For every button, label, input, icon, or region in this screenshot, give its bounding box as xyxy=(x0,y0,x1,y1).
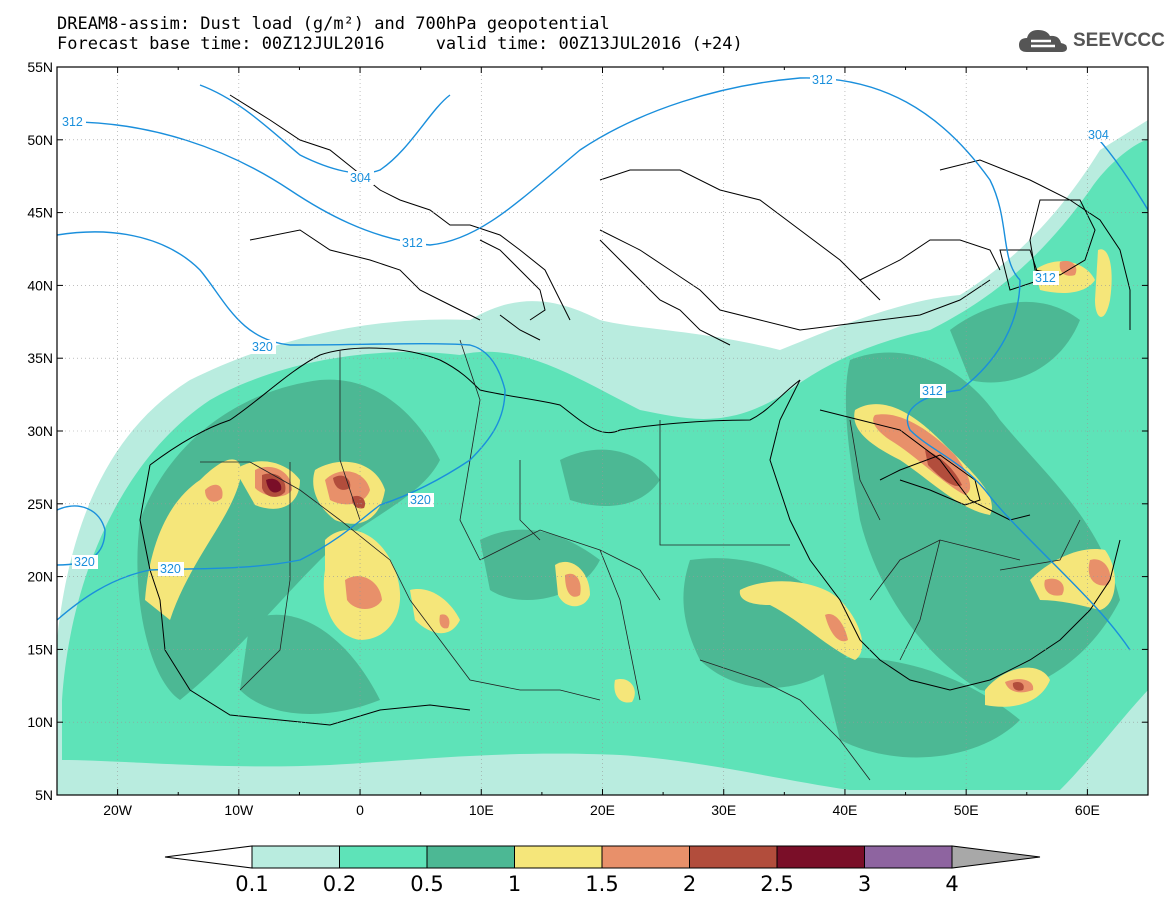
colorbar: 0.1 0.2 0.5 1 1.5 2 2.5 3 4 xyxy=(164,845,1041,896)
lat-label: 40N xyxy=(27,277,53,293)
graticule xyxy=(56,66,1149,796)
colorbar-swatch xyxy=(514,845,603,869)
lon-label: 20W xyxy=(103,802,133,818)
colorbar-tick-label: 2 xyxy=(683,872,696,896)
logo-text: SEEVCCC xyxy=(1073,30,1165,51)
colorbar-swatch xyxy=(426,845,515,869)
contour-label-312-med: 312 xyxy=(402,236,423,250)
contour-label-304-east: 304 xyxy=(1088,128,1109,142)
country-borders xyxy=(200,339,1081,781)
colorbar-tick-label: 1.5 xyxy=(585,872,618,896)
lat-label: 35N xyxy=(27,350,53,366)
contour-label-312-north: 312 xyxy=(812,73,833,87)
lat-label: 5N xyxy=(35,787,53,803)
lat-label: 20N xyxy=(27,569,53,585)
lon-label: 60E xyxy=(1075,802,1100,818)
lat-label: 50N xyxy=(27,132,53,148)
lat-label: 55N xyxy=(27,59,53,75)
map-subtitle: Forecast base time: 00Z12JUL2016 valid t… xyxy=(57,34,743,54)
lon-label: 10W xyxy=(224,802,254,818)
contour-label-304-europe: 304 xyxy=(350,171,371,185)
cloud-icon xyxy=(1019,30,1067,52)
colorbar-tick-label: 1 xyxy=(508,872,521,896)
map-title: DREAM8-assim: Dust load (g/m²) and 700hP… xyxy=(57,14,610,34)
colorbar-tick-label: 0.5 xyxy=(410,872,443,896)
colorbar-arrow-low xyxy=(164,845,253,869)
contour-label-320-north-africa: 320 xyxy=(252,340,273,354)
seevccc-logo: SEEVCCC xyxy=(1017,26,1165,56)
lon-label: 10E xyxy=(469,802,494,818)
contour-label-320-atlantic: 320 xyxy=(74,555,95,569)
lat-label: 15N xyxy=(27,641,53,657)
colorbar-tick-label: 4 xyxy=(945,872,958,896)
colorbar-swatch xyxy=(251,845,340,869)
colorbar-arrow-high xyxy=(951,845,1041,869)
lat-label: 10N xyxy=(27,714,53,730)
latitude-labels: 55N 50N 45N 40N 35N 30N 25N 20N 15N 10N 5N xyxy=(27,59,53,803)
colorbar-tick-label: 0.2 xyxy=(323,872,356,896)
colorbar-swatch xyxy=(689,845,778,869)
lon-label: 50E xyxy=(954,802,979,818)
contour-label-312-caspian: 312 xyxy=(1035,271,1056,285)
colorbar-tick-label: 3 xyxy=(858,872,871,896)
contour-label-320-west-africa: 320 xyxy=(160,562,181,576)
colorbar-tick-label: 2.5 xyxy=(760,872,793,896)
dust-fields xyxy=(57,120,1148,795)
contour-label-312-gulf: 312 xyxy=(922,384,943,398)
lon-label: 20E xyxy=(590,802,615,818)
lon-label: 30E xyxy=(711,802,736,818)
contour-label-312-west: 312 xyxy=(62,115,83,129)
coastlines xyxy=(139,94,1131,726)
colorbar-swatch xyxy=(339,845,428,869)
colorbar-swatch xyxy=(776,845,865,869)
lat-label: 25N xyxy=(27,496,53,512)
lon-label: 40E xyxy=(832,802,857,818)
lon-label: 0 xyxy=(356,802,364,818)
longitude-labels: 20W 10W 0 10E 20E 30E 40E 50E 60E xyxy=(103,802,1100,818)
contour-label-320-sahara: 320 xyxy=(410,493,431,507)
colorbar-swatch xyxy=(601,845,690,869)
lat-label: 45N xyxy=(27,205,53,221)
colorbar-tick-label: 0.1 xyxy=(235,872,268,896)
lat-label: 30N xyxy=(27,423,53,439)
colorbar-swatch xyxy=(864,845,953,869)
